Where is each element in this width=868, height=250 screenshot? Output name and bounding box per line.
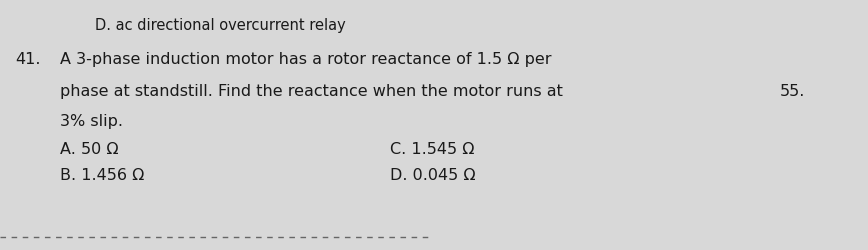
Text: 55.: 55. [780, 84, 806, 98]
Text: C. 1.545 Ω: C. 1.545 Ω [390, 142, 475, 156]
Text: D. 0.045 Ω: D. 0.045 Ω [390, 167, 476, 182]
Text: B. 1.456 Ω: B. 1.456 Ω [60, 167, 144, 182]
Text: D. ac directional overcurrent relay: D. ac directional overcurrent relay [95, 18, 345, 33]
Text: A 3-phase induction motor has a rotor reactance of 1.5 Ω per: A 3-phase induction motor has a rotor re… [60, 52, 551, 67]
Text: 3% slip.: 3% slip. [60, 114, 123, 128]
Text: phase at standstill. Find the reactance when the motor runs at: phase at standstill. Find the reactance … [60, 84, 562, 98]
Text: A. 50 Ω: A. 50 Ω [60, 142, 119, 156]
Text: 41.: 41. [15, 52, 41, 67]
